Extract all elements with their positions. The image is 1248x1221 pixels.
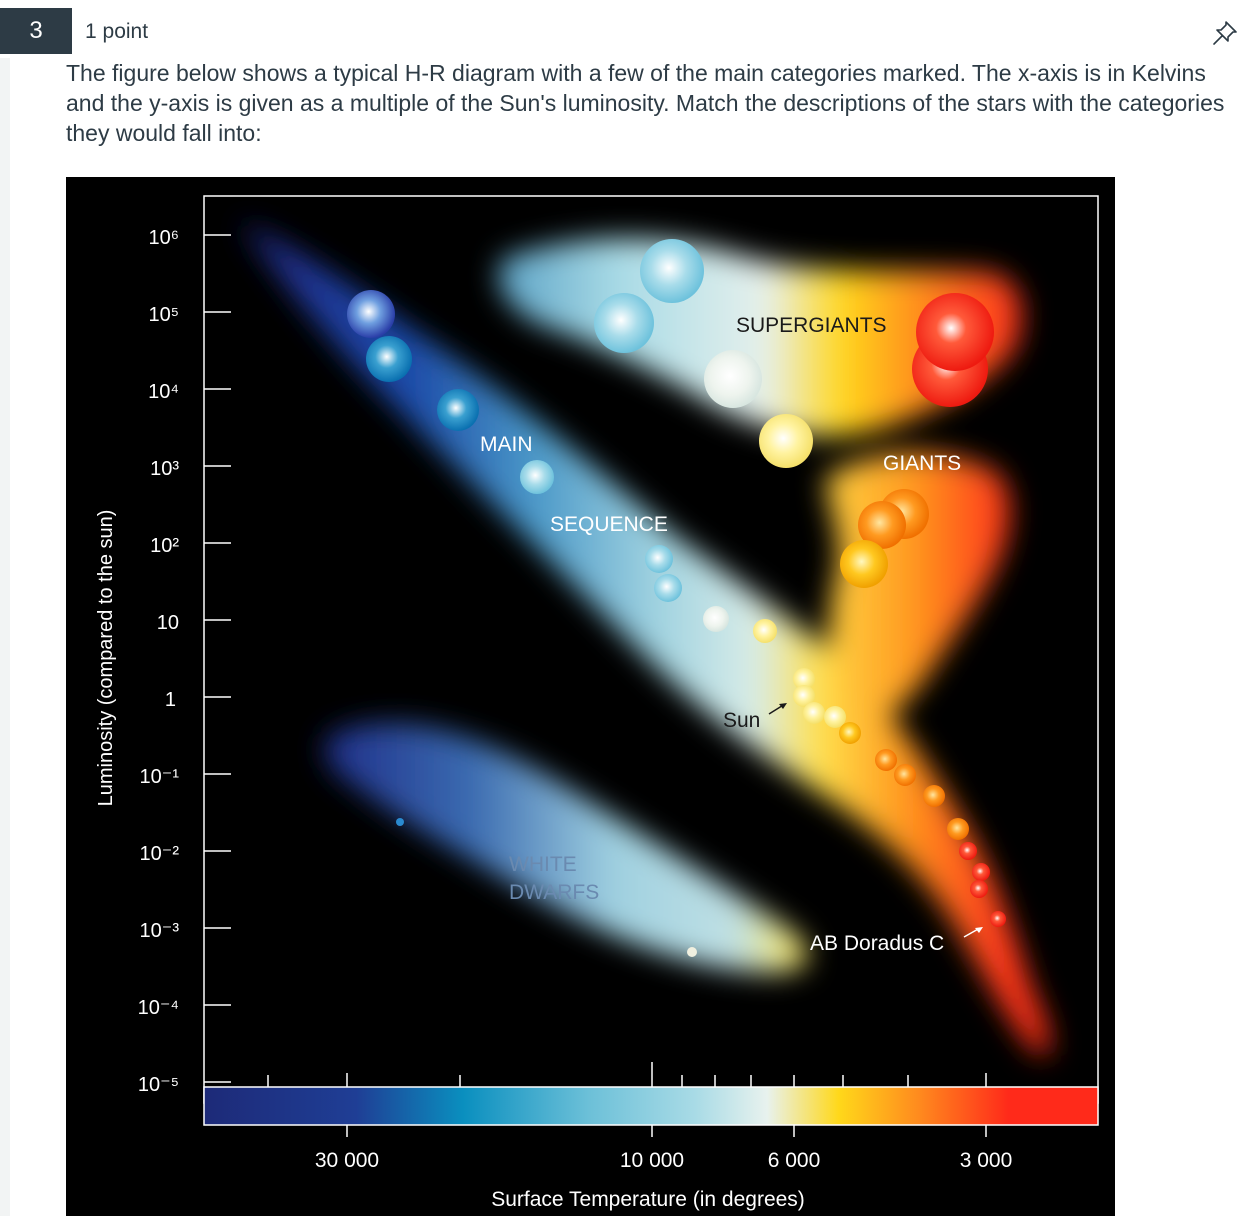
y-axis-title: Luminosity (compared to the sun) xyxy=(95,510,117,807)
x-axis-title: Surface Temperature (in degrees) xyxy=(491,1188,805,1211)
star-main xyxy=(520,460,554,494)
star-supergiant-yellow xyxy=(759,414,813,468)
y-tick-label: 10⁻⁵ xyxy=(138,1074,179,1096)
y-tick-label: 1 xyxy=(165,689,176,711)
label-ab-doradus-c: AB Doradus C xyxy=(810,932,944,955)
question-text: The figure below shows a typical H-R dia… xyxy=(66,60,1225,146)
x-tick-label: 3 000 xyxy=(960,1149,1013,1172)
x-tick-label: 30 000 xyxy=(315,1149,379,1172)
y-tick-label: 10² xyxy=(150,535,179,557)
left-gutter xyxy=(0,58,10,1216)
x-axis-labels: 30 000 10 000 6 000 3 000 xyxy=(315,1149,1012,1172)
x-axis-ticks xyxy=(267,1062,987,1137)
label-dwarfs: DWARFS xyxy=(509,881,599,904)
star-ab-doradus-c xyxy=(990,911,1006,927)
label-sequence: SEQUENCE xyxy=(550,513,668,536)
y-tick-label: 10⁵ xyxy=(148,304,179,326)
star-main-cyan-1 xyxy=(645,545,673,573)
star-main-10 xyxy=(972,863,990,881)
y-tick-label: 10⁻³ xyxy=(140,920,180,942)
star-supergiant-white xyxy=(704,350,762,408)
star-main-yellow xyxy=(753,619,777,643)
label-supergiants: SUPERGIANTS xyxy=(736,314,887,337)
y-tick-label: 10⁻⁴ xyxy=(138,997,179,1019)
y-tick-label: 10⁻¹ xyxy=(140,766,180,788)
star-giant-yellow xyxy=(840,540,888,588)
star-main-2 xyxy=(793,685,815,707)
regions-layer xyxy=(241,222,1050,1057)
star-main-7 xyxy=(923,785,945,807)
star-main-8 xyxy=(947,818,969,840)
star-sun xyxy=(824,706,846,728)
region-white-dwarfs xyxy=(324,723,808,973)
star-red-supergiant-upper xyxy=(916,293,994,371)
star-blue xyxy=(366,336,412,382)
star-supergiant-cyan-large xyxy=(640,239,704,303)
star-blue-main xyxy=(437,389,479,431)
sun-arrow-head xyxy=(779,703,787,709)
star-main-9 xyxy=(959,842,977,860)
label-giants: GIANTS xyxy=(883,452,961,475)
star-main-3 xyxy=(803,702,825,724)
x-tick-label: 6 000 xyxy=(768,1149,821,1172)
star-main-1 xyxy=(793,668,815,690)
star-main-4 xyxy=(839,722,861,744)
y-tick-label: 10⁴ xyxy=(148,381,179,403)
star-main-6 xyxy=(894,764,916,786)
y-axis-labels: 10⁶ 10⁵ 10⁴ 10³ 10² 10 1 10⁻¹ 10⁻² 10⁻³ … xyxy=(138,227,180,1096)
star-main-5 xyxy=(875,749,897,771)
star-main-11 xyxy=(970,880,988,898)
ab-doradus-arrow-head xyxy=(975,927,983,933)
hr-diagram-svg: MAIN SEQUENCE WHITE DWARFS SUPERGIANTS G… xyxy=(95,195,1099,1211)
question-number: 3 xyxy=(0,8,72,54)
star-white-dwarf xyxy=(687,947,697,957)
temperature-colorbar xyxy=(203,1086,1099,1126)
star-blue-supergiant xyxy=(347,290,395,338)
hr-diagram: MAIN SEQUENCE WHITE DWARFS SUPERGIANTS G… xyxy=(66,177,1115,1216)
label-sun: Sun xyxy=(723,709,760,732)
y-axis-ticks xyxy=(204,234,231,1083)
region-labels: MAIN SEQUENCE WHITE DWARFS xyxy=(480,433,668,904)
label-main: MAIN xyxy=(480,433,533,456)
star-giant-orange xyxy=(858,501,906,549)
star-main-white xyxy=(703,606,729,632)
question-points: 1 point xyxy=(85,20,149,43)
star-supergiant-cyan xyxy=(594,293,654,353)
star-main-cyan-2 xyxy=(654,574,682,602)
region-main-sequence xyxy=(241,222,1050,1057)
y-tick-label: 10 xyxy=(157,612,179,634)
y-tick-label: 10⁶ xyxy=(149,227,179,249)
label-white: WHITE xyxy=(509,853,577,876)
region-supergiants xyxy=(498,238,1022,437)
y-tick-label: 10⁻² xyxy=(140,843,180,865)
x-tick-label: 10 000 xyxy=(620,1149,684,1172)
y-tick-label: 10³ xyxy=(150,458,179,480)
pin-icon[interactable] xyxy=(1211,19,1239,47)
star-white-dwarf-hot xyxy=(396,818,404,826)
stars-layer xyxy=(347,239,1006,957)
